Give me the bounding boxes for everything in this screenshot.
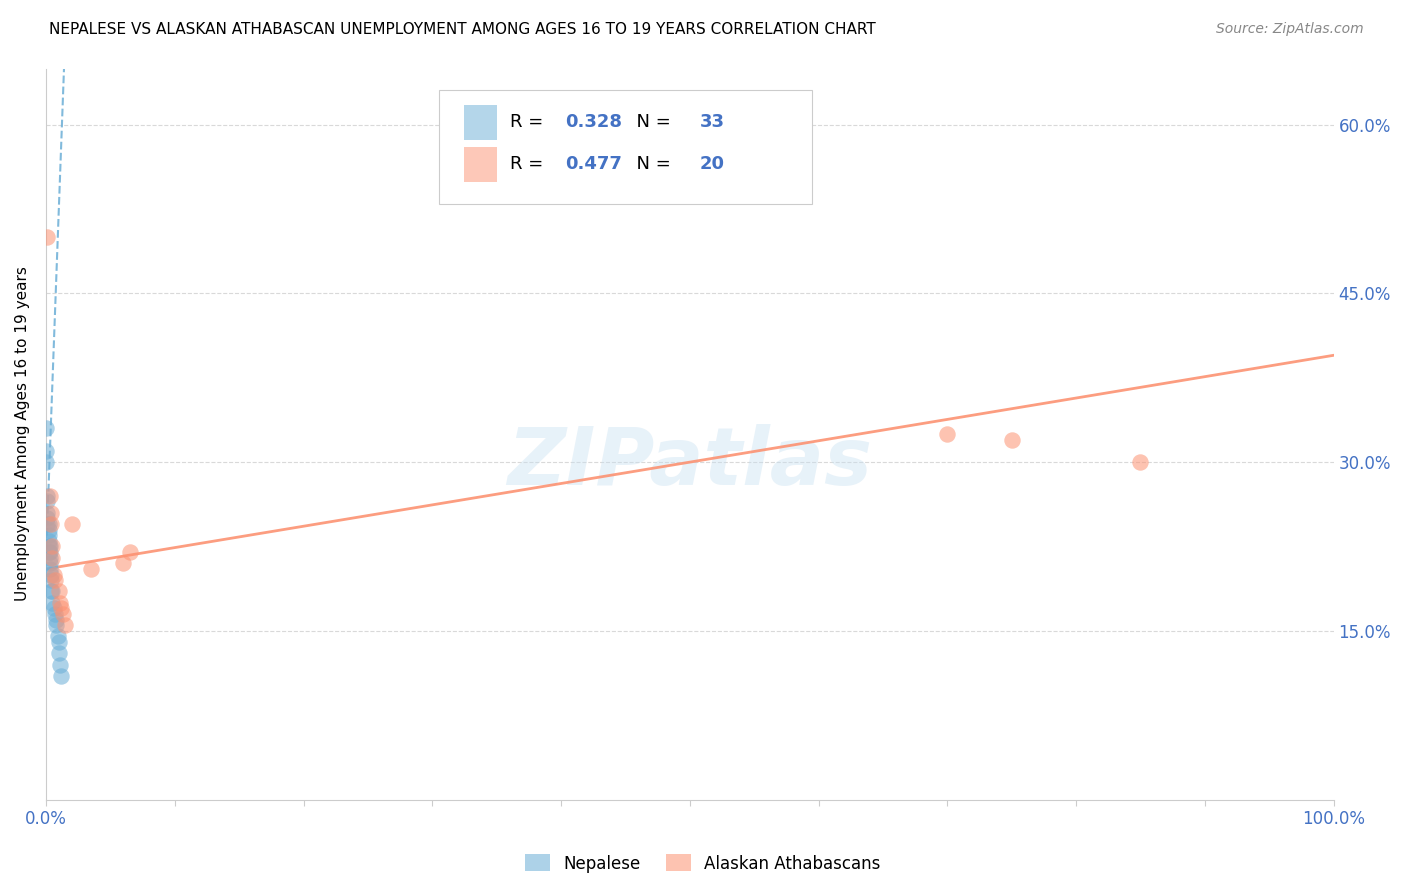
Point: [112, 557, 135, 571]
Point: [38, 489, 60, 503]
Point: [41, 550, 63, 565]
Point: [41, 596, 63, 610]
Point: [38, 523, 60, 537]
Point: [38, 540, 60, 554]
Point: [38, 545, 60, 559]
Point: [38, 528, 60, 542]
Point: [41, 540, 63, 554]
Point: [37, 230, 59, 244]
Point: [38, 550, 60, 565]
Text: 33: 33: [700, 113, 725, 131]
Point: [44, 607, 66, 621]
Text: R =: R =: [509, 154, 548, 172]
Point: [936, 427, 959, 442]
Point: [35, 421, 58, 435]
Point: [45, 613, 67, 627]
Legend: Nepalese, Alaskan Athabascans: Nepalese, Alaskan Athabascans: [519, 847, 887, 880]
Point: [38, 540, 60, 554]
Point: [45, 618, 67, 632]
Point: [42, 601, 65, 615]
Point: [37, 506, 59, 520]
Point: [38, 533, 60, 548]
Point: [38, 516, 60, 531]
Point: [52, 607, 75, 621]
Point: [46, 630, 69, 644]
Text: 0.328: 0.328: [565, 113, 621, 131]
Point: [39, 516, 62, 531]
Point: [60, 516, 83, 531]
Y-axis label: Unemployment Among Ages 16 to 19 years: Unemployment Among Ages 16 to 19 years: [15, 267, 30, 601]
Point: [48, 635, 70, 649]
Text: NEPALESE VS ALASKAN ATHABASCAN UNEMPLOYMENT AMONG AGES 16 TO 19 YEARS CORRELATIO: NEPALESE VS ALASKAN ATHABASCAN UNEMPLOYM…: [49, 22, 876, 37]
Point: [49, 657, 72, 672]
Bar: [464, 147, 496, 182]
Point: [38, 545, 60, 559]
Point: [37, 489, 59, 503]
Point: [39, 573, 62, 587]
Text: N =: N =: [626, 113, 676, 131]
Bar: [464, 105, 496, 140]
Point: [1001, 433, 1024, 447]
Point: [37, 511, 59, 525]
Point: [39, 584, 62, 599]
Text: N =: N =: [626, 154, 676, 172]
Point: [41, 584, 63, 599]
Point: [118, 545, 141, 559]
Point: [39, 567, 62, 582]
Text: 0.477: 0.477: [565, 154, 621, 172]
Point: [51, 669, 73, 683]
Point: [48, 646, 70, 660]
Point: [48, 584, 70, 599]
Point: [35, 455, 58, 469]
Point: [38, 562, 60, 576]
Point: [39, 506, 62, 520]
Point: [80, 562, 103, 576]
Point: [44, 573, 66, 587]
Point: [53, 618, 76, 632]
Text: Source: ZipAtlas.com: Source: ZipAtlas.com: [1216, 22, 1364, 37]
Point: [37, 516, 59, 531]
Point: [35, 443, 58, 458]
Point: [51, 601, 73, 615]
Point: [49, 596, 72, 610]
Text: 20: 20: [700, 154, 725, 172]
Point: [38, 557, 60, 571]
Point: [37, 494, 59, 508]
Point: [42, 567, 65, 582]
FancyBboxPatch shape: [439, 90, 813, 203]
Text: R =: R =: [509, 113, 548, 131]
Point: [1129, 455, 1152, 469]
Text: ZIPatlas: ZIPatlas: [508, 425, 872, 502]
